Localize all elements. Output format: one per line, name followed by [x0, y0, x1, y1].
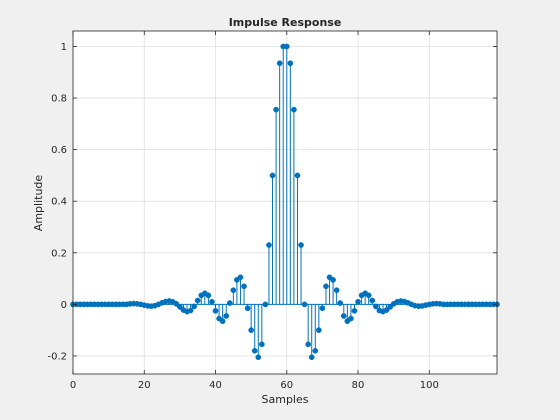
- chart-title: Impulse Response: [229, 16, 342, 29]
- stem-marker: [187, 307, 194, 314]
- stem-marker: [355, 298, 361, 305]
- stem-marker: [340, 313, 347, 319]
- x-tick-label: 100: [420, 380, 439, 391]
- x-tick-label: 20: [138, 380, 151, 391]
- x-tick-label: 40: [209, 380, 222, 391]
- stem-marker: [294, 172, 301, 179]
- x-tick-label: 80: [352, 380, 365, 391]
- stem-marker: [323, 283, 329, 290]
- stem-marker: [223, 313, 230, 319]
- y-tick-label: 0.8: [51, 94, 67, 105]
- x-axis-label: Samples: [262, 393, 309, 406]
- stem-marker: [308, 354, 315, 361]
- x-tick-label: 0: [70, 380, 76, 391]
- stem-marker: [212, 307, 219, 314]
- y-ticks: -0.2 0 0.2 0.4 0.6 0.8 1: [47, 42, 497, 362]
- stem-marker: [244, 305, 251, 312]
- stem-marker: [255, 354, 262, 361]
- x-tick-label: 60: [280, 380, 293, 391]
- stem-marker: [387, 304, 393, 310]
- stem-marker: [383, 307, 390, 313]
- plot-area: [73, 31, 497, 374]
- plot-box: [72, 30, 498, 375]
- stem-marker: [301, 301, 308, 308]
- stem-marker: [298, 242, 304, 248]
- stem-marker: [315, 327, 322, 334]
- stem-marker: [369, 297, 376, 304]
- stem-marker: [251, 347, 258, 354]
- stem-marker: [305, 341, 312, 348]
- stem-marker: [237, 274, 244, 281]
- y-tick-label: 0.4: [51, 197, 67, 208]
- stem-marker: [241, 283, 247, 290]
- stem-marker: [191, 303, 197, 310]
- stem-marker: [276, 60, 283, 67]
- stem-marker: [312, 347, 319, 354]
- stem-marker: [258, 341, 265, 348]
- stem-marker: [209, 298, 215, 305]
- stem-marker: [283, 43, 290, 50]
- stem-marker: [177, 304, 183, 310]
- y-tick-label: 0: [61, 300, 67, 311]
- stem-marker: [351, 307, 358, 314]
- y-axis-label: Amplitude: [32, 175, 45, 232]
- stem-marker: [226, 300, 233, 306]
- stem-marker: [365, 292, 372, 299]
- stem-marker: [373, 303, 379, 310]
- stem-marker: [230, 287, 237, 294]
- stem-marker: [269, 172, 276, 179]
- stem-marker: [337, 300, 344, 306]
- stem-marker: [273, 106, 279, 113]
- stem-marker: [330, 277, 336, 283]
- stem-marker: [205, 292, 212, 299]
- stem-marker: [266, 242, 272, 248]
- stem-marker: [291, 106, 297, 113]
- stem-marker: [248, 327, 255, 334]
- stem-marker: [219, 318, 226, 324]
- stem-marker: [319, 305, 326, 312]
- y-tick-label: 0.2: [51, 248, 67, 259]
- stem-marker: [348, 315, 354, 322]
- stem-marker: [194, 297, 201, 304]
- x-ticks: 0 20 40 60 80 100: [70, 31, 439, 391]
- stem-marker: [173, 301, 180, 307]
- stem-marker: [333, 287, 340, 294]
- stem-marker: [287, 60, 294, 67]
- stem-marker: [262, 301, 269, 308]
- y-tick-label: 1: [61, 42, 67, 53]
- y-tick-label: 0.6: [51, 145, 67, 156]
- y-tick-label: -0.2: [47, 351, 67, 362]
